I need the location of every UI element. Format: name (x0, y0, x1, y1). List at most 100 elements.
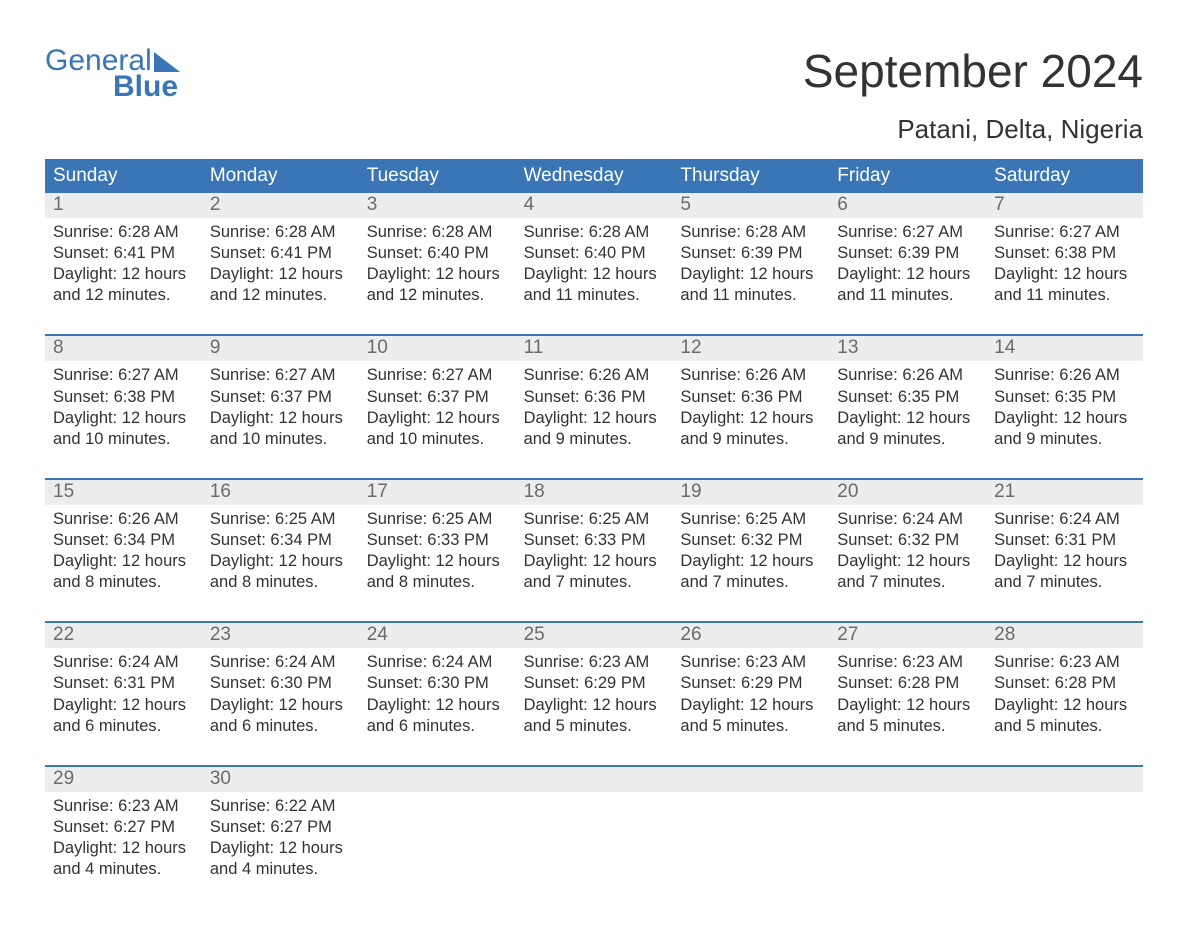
sunrise-value: 6:23 AM (902, 653, 963, 671)
sunset-label: Sunset: (524, 388, 580, 406)
daylight-line: Daylight: 12 hours and 12 minutes. (210, 264, 351, 306)
sunrise-value: 6:23 AM (746, 653, 807, 671)
sunset-value: 6:34 PM (114, 531, 175, 549)
day-cell: Sunrise: 6:26 AMSunset: 6:36 PMDaylight:… (672, 361, 829, 455)
sunrise-value: 6:26 AM (746, 366, 807, 384)
day-cell (986, 792, 1143, 886)
sunrise-label: Sunrise: (53, 510, 114, 528)
sunset-line: Sunset: 6:34 PM (210, 530, 351, 551)
sunset-line: Sunset: 6:39 PM (680, 243, 821, 264)
day-number: 19 (672, 480, 829, 505)
sunset-label: Sunset: (210, 818, 266, 836)
daylight-label: Daylight: (53, 265, 117, 283)
sunrise-value: 6:24 AM (902, 510, 963, 528)
sunset-value: 6:28 PM (1055, 674, 1116, 692)
day-cell (359, 792, 516, 886)
day-cell: Sunrise: 6:23 AMSunset: 6:28 PMDaylight:… (986, 648, 1143, 742)
daylight-line: Daylight: 12 hours and 9 minutes. (994, 408, 1135, 450)
sunset-value: 6:34 PM (270, 531, 331, 549)
day-number: 4 (516, 193, 673, 218)
daylight-line: Daylight: 12 hours and 7 minutes. (837, 551, 978, 593)
daylight-line: Daylight: 12 hours and 11 minutes. (524, 264, 665, 306)
sunrise-label: Sunrise: (53, 223, 114, 241)
month-title: September 2024 (803, 44, 1143, 98)
daylight-label: Daylight: (210, 409, 274, 427)
daylight-line: Daylight: 12 hours and 8 minutes. (210, 551, 351, 593)
sunrise-label: Sunrise: (524, 223, 585, 241)
sunrise-value: 6:27 AM (432, 366, 493, 384)
sunset-label: Sunset: (210, 674, 266, 692)
sunrise-value: 6:27 AM (118, 366, 179, 384)
sunset-value: 6:41 PM (114, 244, 175, 262)
day-number: 20 (829, 480, 986, 505)
day-number: 3 (359, 193, 516, 218)
day-number: 6 (829, 193, 986, 218)
day-cell: Sunrise: 6:23 AMSunset: 6:27 PMDaylight:… (45, 792, 202, 886)
day-number (829, 767, 986, 792)
daylight-label: Daylight: (837, 552, 901, 570)
day-cell: Sunrise: 6:25 AM Sunset: 6:34 PMDaylight:… (202, 505, 359, 599)
day-cell: Sunrise: 6:23 AMSunset: 6:28 PMDaylight:… (829, 648, 986, 742)
sunrise-line: Sunrise: 6:24 AM (837, 509, 978, 530)
day-cell: Sunrise: 6:24 AMSunset: 6:32 PMDaylight:… (829, 505, 986, 599)
daylight-label: Daylight: (524, 552, 588, 570)
day-cell: Sunrise: 6:24 AMSunset: 6:31 PMDaylight:… (986, 505, 1143, 599)
day-cell (672, 792, 829, 886)
day-cell: Sunrise: 6:26 AMSunset: 6:34 PMDaylight:… (45, 505, 202, 599)
sunrise-line: Sunrise: 6:28 AM (53, 222, 194, 243)
daylight-label: Daylight: (994, 265, 1058, 283)
day-cell: Sunrise: 6:27 AMSunset: 6:37 PMDaylight:… (202, 361, 359, 455)
day-number: 13 (829, 336, 986, 361)
sunset-label: Sunset: (994, 531, 1050, 549)
weekday-mon: Monday (202, 159, 359, 193)
sunset-label: Sunset: (837, 244, 893, 262)
sunrise-label: Sunrise: (210, 510, 271, 528)
sunrise-line: Sunrise: 6:26 AM (994, 365, 1135, 386)
sunset-line: Sunset: 6:41 PM (210, 243, 351, 264)
daylight-line: Daylight: 12 hours and 10 minutes. (367, 408, 508, 450)
day-cell: Sunrise: 6:27 AMSunset: 6:38 PMDaylight:… (45, 361, 202, 455)
sunset-value: 6:31 PM (1055, 531, 1116, 549)
week-row: 891011121314Sunrise: 6:27 AMSunset: 6:38… (45, 334, 1143, 455)
daylight-label: Daylight: (210, 265, 274, 283)
sunset-label: Sunset: (210, 244, 266, 262)
daylight-line: Daylight: 12 hours and 5 minutes. (994, 695, 1135, 737)
day-cell (516, 792, 673, 886)
daynum-row: 15161718192021 (45, 480, 1143, 505)
sunset-line: Sunset: 6:38 PM (994, 243, 1135, 264)
sunrise-value: 6:24 AM (432, 653, 493, 671)
sunrise-line: Sunrise: 6:26 AM (53, 509, 194, 530)
sunset-value: 6:31 PM (114, 674, 175, 692)
week-row: 22232425262728Sunrise: 6:24 AMSunset: 6:… (45, 621, 1143, 742)
day-number: 11 (516, 336, 673, 361)
day-number (516, 767, 673, 792)
sunrise-line: Sunrise: 6:25 AM (367, 509, 508, 530)
logo-text-blue: Blue (113, 72, 178, 102)
sunrise-line: Sunrise: 6:24 AM (53, 652, 194, 673)
sunset-line: Sunset: 6:33 PM (524, 530, 665, 551)
sunset-line: Sunset: 6:28 PM (837, 673, 978, 694)
day-cell: Sunrise: 6:25 AMSunset: 6:33 PMDaylight:… (516, 505, 673, 599)
day-number: 1 (45, 193, 202, 218)
sunrise-value: 6:22 AM (275, 797, 336, 815)
sunset-label: Sunset: (367, 674, 423, 692)
sunset-value: 6:37 PM (427, 388, 488, 406)
sunset-label: Sunset: (524, 531, 580, 549)
sunrise-value: 6:25 AM (275, 510, 336, 528)
sunset-value: 6:27 PM (114, 818, 175, 836)
sunset-label: Sunset: (53, 244, 109, 262)
daylight-label: Daylight: (53, 552, 117, 570)
day-cell: Sunrise: 6:27 AMSunset: 6:38 PMDaylight:… (986, 218, 1143, 312)
day-number: 5 (672, 193, 829, 218)
sunset-line: Sunset: 6:27 PM (53, 817, 194, 838)
day-number: 30 (202, 767, 359, 792)
daylight-label: Daylight: (367, 409, 431, 427)
sunset-value: 6:30 PM (270, 674, 331, 692)
sunrise-line: Sunrise: 6:27 AM (367, 365, 508, 386)
daylight-line: Daylight: 12 hours and 10 minutes. (53, 408, 194, 450)
daylight-label: Daylight: (524, 696, 588, 714)
sunrise-label: Sunrise: (210, 653, 271, 671)
sunrise-label: Sunrise: (367, 366, 428, 384)
sunset-value: 6:35 PM (1055, 388, 1116, 406)
day-cell: Sunrise: 6:28 AMSunset: 6:41 PMDaylight:… (202, 218, 359, 312)
